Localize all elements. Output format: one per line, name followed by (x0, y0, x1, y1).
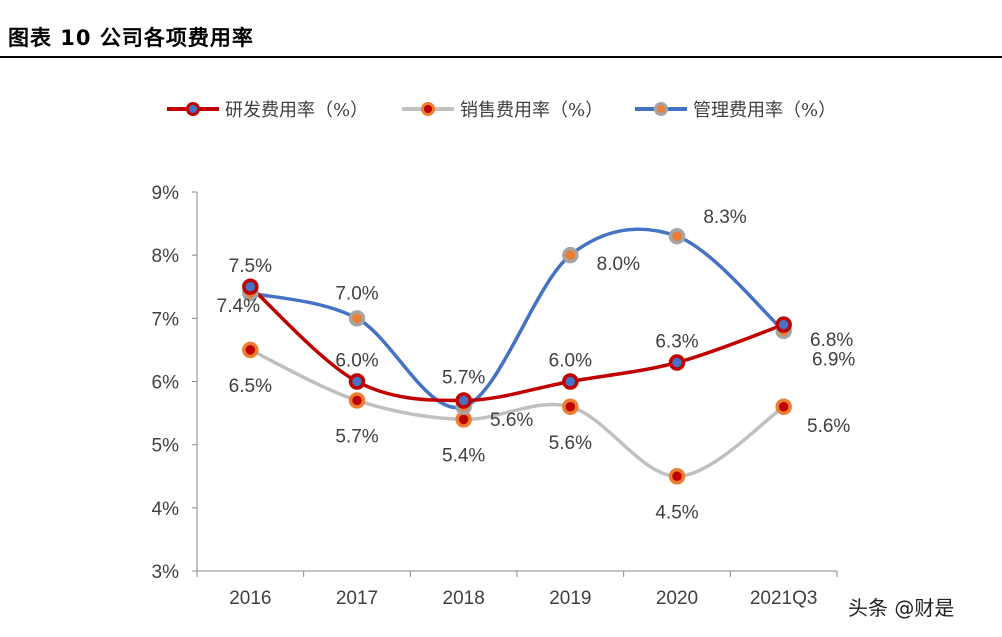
y-tick-label: 8% (152, 246, 180, 267)
data-label: 5.6% (549, 433, 592, 454)
data-label: 7.4% (217, 296, 260, 317)
title-rule (0, 56, 1002, 58)
data-label: 6.3% (655, 332, 698, 353)
legend-label: 销售费用率（%） (460, 100, 603, 121)
data-point (242, 278, 259, 295)
y-tick-label: 6% (152, 373, 180, 394)
data-label: 8.0% (597, 254, 640, 275)
data-label: 6.8% (810, 330, 853, 351)
data-label: 7.0% (335, 283, 378, 304)
data-label: 7.5% (229, 256, 272, 277)
figure-title: 图表 10 公司各项费用率 (8, 26, 254, 50)
x-tick-label: 2016 (229, 588, 271, 609)
y-tick-label: 5% (152, 436, 180, 457)
data-point (668, 227, 686, 245)
data-point (775, 398, 792, 416)
y-tick-label: 3% (152, 562, 180, 583)
series-line-0 (249, 285, 785, 403)
data-label: 4.5% (655, 502, 698, 523)
y-tick-label: 7% (152, 309, 180, 330)
data-point (455, 392, 472, 409)
data-label: 5.6% (490, 410, 533, 431)
data-point (562, 246, 579, 264)
data-label: 5.4% (442, 445, 485, 466)
data-point (562, 398, 579, 416)
data-point (242, 341, 259, 359)
data-label: 6.9% (812, 350, 855, 371)
data-label: 5.6% (807, 416, 850, 437)
data-label: 5.7% (442, 367, 485, 388)
series-line-2 (249, 227, 785, 410)
data-point (348, 373, 366, 390)
x-tick-label: 2019 (549, 588, 591, 609)
data-label: 6.0% (549, 351, 592, 372)
x-tick-label: 2018 (443, 588, 485, 609)
legend-marker (186, 102, 200, 116)
legend-marker (654, 102, 668, 116)
data-point (348, 392, 366, 409)
x-tick-label: 2017 (336, 588, 378, 609)
data-point (668, 354, 686, 371)
series-line-1 (249, 348, 785, 479)
legend-marker (421, 102, 435, 116)
legend-label: 研发费用率（%） (225, 100, 368, 121)
data-label: 6.0% (335, 351, 378, 372)
legend-label: 管理费用率（%） (693, 100, 836, 121)
data-label: 8.3% (703, 207, 746, 228)
x-tick-label: 2021Q3 (750, 588, 818, 609)
data-point (668, 468, 686, 485)
data-point (348, 310, 366, 327)
data-point (562, 373, 579, 390)
y-tick-label: 9% (152, 183, 180, 204)
x-tick-label: 2020 (656, 588, 698, 609)
y-tick-label: 4% (152, 499, 180, 520)
watermark: 头条 @财是 (848, 596, 955, 620)
data-label: 6.5% (229, 376, 272, 397)
data-point (775, 316, 792, 333)
data-label: 5.7% (335, 426, 378, 447)
